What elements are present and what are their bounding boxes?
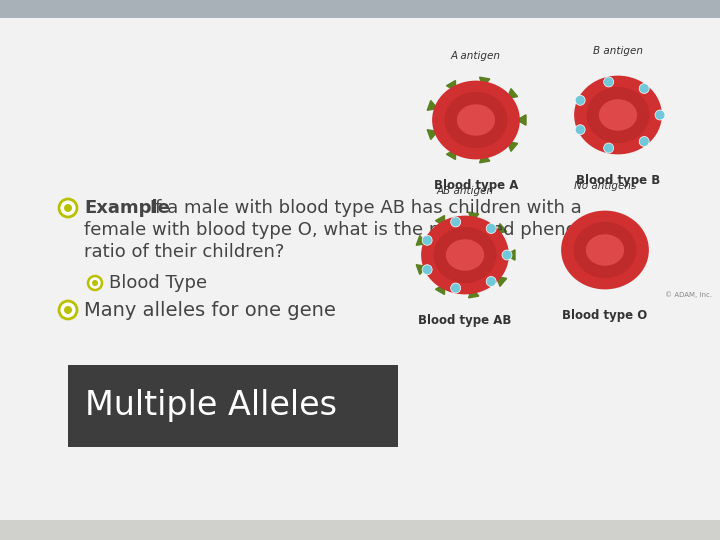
Circle shape (639, 84, 649, 93)
Bar (0, 520, 720, 540)
Circle shape (486, 276, 496, 287)
Text: B antigen: B antigen (593, 46, 643, 56)
Circle shape (603, 143, 613, 153)
Text: A antigen: A antigen (451, 51, 501, 61)
Text: Multiple Alleles: Multiple Alleles (85, 389, 337, 422)
Ellipse shape (599, 99, 637, 131)
Text: AB antigen: AB antigen (436, 186, 494, 196)
Text: Blood type AB: Blood type AB (418, 314, 512, 327)
Ellipse shape (446, 239, 484, 271)
Circle shape (92, 280, 98, 286)
Circle shape (575, 125, 585, 134)
Ellipse shape (433, 227, 497, 283)
Circle shape (451, 283, 461, 293)
Circle shape (59, 199, 77, 217)
Text: Blood type B: Blood type B (576, 174, 660, 187)
Circle shape (422, 235, 432, 245)
Ellipse shape (432, 80, 520, 159)
Ellipse shape (444, 92, 508, 148)
Ellipse shape (457, 104, 495, 136)
Text: No antigens: No antigens (574, 181, 636, 191)
Ellipse shape (586, 234, 624, 266)
Circle shape (655, 110, 665, 120)
Text: ratio of their children?: ratio of their children? (84, 243, 284, 261)
Text: female with blood type O, what is the predicted phenotypic: female with blood type O, what is the pr… (84, 221, 621, 239)
Circle shape (64, 204, 72, 212)
Text: Many alleles for one gene: Many alleles for one gene (84, 300, 336, 320)
Text: : If a male with blood type AB has children with a: : If a male with blood type AB has child… (138, 199, 582, 217)
Circle shape (59, 301, 77, 319)
Ellipse shape (574, 222, 636, 278)
Circle shape (603, 77, 613, 87)
Bar (68, 365, 398, 447)
Bar (0, 0, 720, 18)
Circle shape (64, 306, 72, 314)
Circle shape (88, 276, 102, 290)
Text: © ADAM, Inc.: © ADAM, Inc. (665, 292, 712, 298)
Text: Blood Type: Blood Type (109, 274, 207, 292)
Circle shape (422, 265, 432, 275)
Ellipse shape (561, 211, 649, 289)
Ellipse shape (587, 87, 649, 143)
Circle shape (486, 224, 496, 233)
Text: Blood type A: Blood type A (434, 179, 518, 192)
Text: Blood type O: Blood type O (562, 309, 647, 322)
Ellipse shape (574, 76, 662, 154)
Circle shape (451, 217, 461, 227)
Circle shape (502, 250, 512, 260)
Text: Example: Example (84, 199, 170, 217)
Circle shape (575, 95, 585, 105)
Ellipse shape (421, 215, 509, 294)
Circle shape (639, 137, 649, 146)
